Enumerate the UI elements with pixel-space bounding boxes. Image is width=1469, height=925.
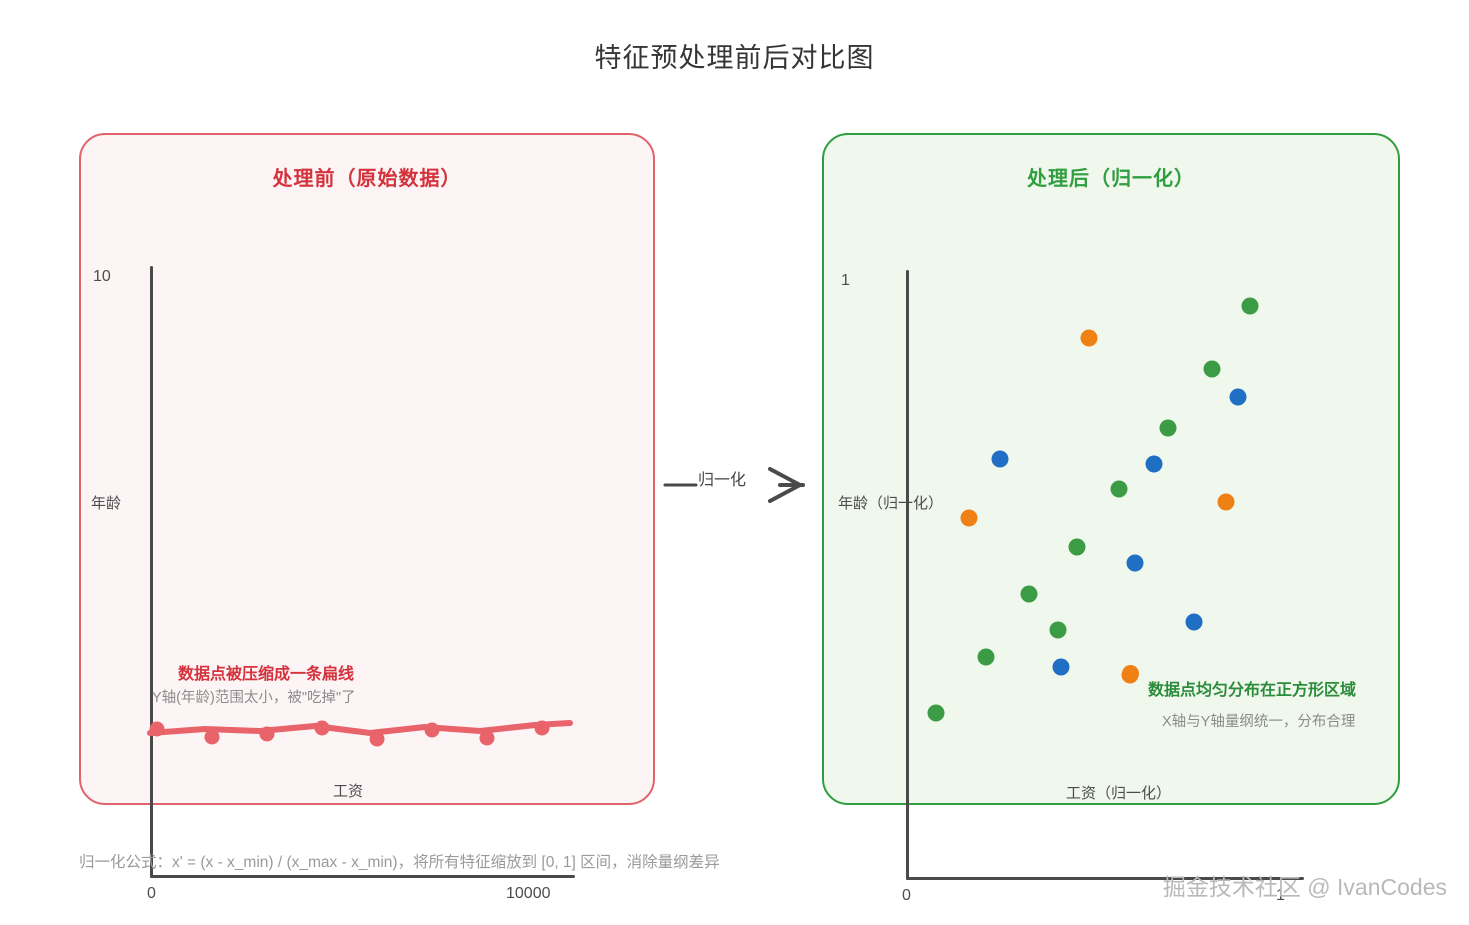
normalization-formula-note: 归一化公式：x' = (x - x_min) / (x_max - x_min)… (79, 854, 720, 871)
after-x-axis-label: 工资（归一化） (1066, 785, 1172, 802)
normalization-arrow: 归一化 (660, 455, 820, 515)
before-flat-line (147, 720, 573, 736)
after-y-axis-label: 年龄（归一化） (838, 493, 943, 515)
before-x-tick-min: 0 (147, 885, 156, 902)
flat-data-point (204, 729, 220, 745)
scatter-point-green (1110, 480, 1128, 498)
flat-data-point (369, 731, 385, 747)
scatter-point-blue (991, 450, 1009, 468)
panel-after-title: 处理后（归一化） (1027, 168, 1195, 190)
scatter-point-green (1159, 419, 1177, 437)
after-y-axis (906, 270, 909, 880)
scatter-point-orange (1080, 329, 1098, 347)
scatter-point-blue (1185, 613, 1203, 631)
panel-before-preprocessing: 处理前（原始数据） 10 0 10000 年龄 工资 (79, 133, 655, 902)
scatter-point-green (1203, 360, 1221, 378)
scatter-point-green (1020, 585, 1038, 603)
before-y-tick-max: 10 (93, 268, 111, 285)
watermark: 掘金技术社区 @ IvanCodes (1162, 874, 1447, 900)
scatter-point-blue (1229, 388, 1247, 406)
before-y-axis (150, 266, 153, 878)
after-annotation-bullet-icon (1122, 665, 1139, 682)
scatter-point-green (1068, 538, 1086, 556)
scatter-point-blue (1052, 658, 1070, 676)
double-chevron-right-icon (768, 467, 805, 503)
before-x-axis-label: 工资 (333, 783, 364, 800)
panel-after-preprocessing: 处理后（归一化） 1 0 1 年龄（归一化） 工资（归一化） (822, 133, 1400, 904)
flat-data-point (479, 730, 495, 746)
after-x-axis (906, 877, 1304, 880)
after-annotation-title: 数据点均匀分布在正方形区域 (1148, 682, 1357, 699)
flat-data-point (424, 722, 440, 738)
before-annotation-sub: Y轴(年龄)范围太小，被"吃掉"了 (152, 690, 356, 706)
after-x-tick-min: 0 (902, 887, 911, 904)
panel-before-title: 处理前（原始数据） (272, 168, 462, 190)
after-annotation-sub: X轴与Y轴量纲统一，分布合理 (1162, 714, 1356, 730)
scatter-point-green (927, 704, 945, 722)
flat-data-point (149, 721, 165, 737)
scatter-point-orange (1217, 493, 1235, 511)
after-x-tick-max: 1 (1276, 887, 1285, 904)
scatter-point-blue (1145, 455, 1163, 473)
before-x-axis (150, 875, 575, 878)
after-y-axis-label-line1: 年龄（归一化） (838, 495, 944, 512)
arrow-label: 归一化 (698, 472, 747, 489)
scatter-point-blue (1126, 554, 1144, 572)
flat-data-point (259, 726, 275, 742)
before-annotation-title: 数据点被压缩成一条扁线 (178, 666, 355, 683)
scatter-point-green (977, 648, 995, 666)
after-scatter-plot (824, 135, 1398, 803)
before-data-points (149, 717, 570, 747)
scatter-point-green (1241, 297, 1259, 315)
flat-data-point (314, 720, 330, 736)
page-title: 特征预处理前后对比图 (594, 43, 875, 73)
after-y-tick-max: 1 (841, 272, 850, 289)
before-x-tick-max: 10000 (506, 885, 551, 902)
before-y-axis-label: 年龄 (91, 495, 122, 512)
scatter-point-green (1049, 621, 1067, 639)
flat-data-point (534, 720, 550, 736)
scatter-point-orange (960, 509, 978, 527)
